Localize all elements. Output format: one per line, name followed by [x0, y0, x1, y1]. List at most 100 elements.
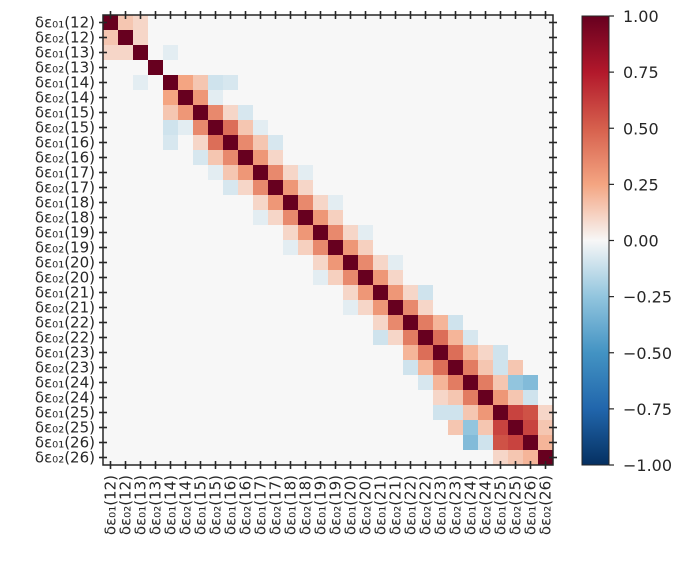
heatmap-cell	[103, 135, 119, 151]
heatmap-cell	[133, 180, 149, 196]
heatmap-cell	[523, 120, 539, 136]
heatmap-cell	[118, 45, 134, 61]
heatmap-cell	[448, 240, 464, 256]
heatmap-cell	[223, 345, 239, 361]
heatmap-cell	[298, 30, 314, 46]
heatmap-cell	[523, 240, 539, 256]
heatmap-cell	[313, 285, 329, 301]
heatmap-cell	[373, 240, 389, 256]
y-tick-label: δε₀₁(22)	[35, 314, 95, 332]
heatmap-cell	[373, 135, 389, 151]
heatmap-cell	[358, 15, 374, 31]
heatmap-cell	[343, 210, 359, 226]
heatmap-cell	[103, 345, 119, 361]
heatmap-cell	[313, 180, 329, 196]
heatmap-cell	[418, 255, 434, 271]
heatmap-cell	[313, 255, 329, 271]
heatmap-cell	[283, 90, 299, 106]
heatmap-cell	[388, 435, 404, 451]
y-tick-labels: δε₀₁(12)δε₀₂(12)δε₀₁(13)δε₀₂(13)δε₀₁(14)…	[35, 14, 95, 467]
heatmap-cell	[523, 435, 539, 451]
heatmap-cell	[493, 285, 509, 301]
heatmap-cell	[403, 195, 419, 211]
heatmap-cell	[148, 405, 164, 421]
heatmap-cell	[508, 285, 524, 301]
heatmap-cell	[178, 450, 194, 466]
heatmap-cell	[103, 315, 119, 331]
heatmap-cell	[343, 435, 359, 451]
heatmap-cell	[238, 210, 254, 226]
heatmap-cell	[133, 240, 149, 256]
heatmap-cell	[313, 60, 329, 76]
heatmap-cell	[163, 105, 179, 121]
heatmap-cell	[163, 300, 179, 316]
heatmap-cell	[208, 90, 224, 106]
y-tick-label: δε₀₁(19)	[35, 224, 95, 242]
heatmap-cell	[283, 420, 299, 436]
heatmap-cell	[298, 390, 314, 406]
heatmap-cell	[163, 405, 179, 421]
heatmap-cell	[298, 345, 314, 361]
heatmap-cell	[193, 75, 209, 91]
heatmap-cell	[373, 330, 389, 346]
heatmap-cell	[283, 270, 299, 286]
heatmap-cell	[148, 225, 164, 241]
heatmap-cell	[313, 270, 329, 286]
heatmap-cell	[433, 210, 449, 226]
heatmap-cell	[223, 30, 239, 46]
heatmap-cell	[343, 375, 359, 391]
heatmap-cell	[358, 450, 374, 466]
heatmap-cell	[163, 120, 179, 136]
heatmap-cell	[433, 345, 449, 361]
heatmap-cell	[328, 315, 344, 331]
heatmap-cell	[133, 360, 149, 376]
heatmap-cell	[283, 375, 299, 391]
heatmap-cell	[193, 450, 209, 466]
heatmap-cell	[148, 165, 164, 181]
heatmap-cell	[208, 165, 224, 181]
heatmap-cell	[373, 180, 389, 196]
heatmap-cell	[253, 60, 269, 76]
heatmap-cell	[418, 120, 434, 136]
heatmap-cell	[508, 420, 524, 436]
heatmap-cell	[208, 450, 224, 466]
heatmap-cell	[493, 270, 509, 286]
heatmap-cell	[493, 375, 509, 391]
heatmap-cell	[103, 210, 119, 226]
heatmap-cell	[328, 135, 344, 151]
heatmap-cell	[463, 15, 479, 31]
heatmap-cell	[238, 450, 254, 466]
heatmap-cell	[313, 300, 329, 316]
colorbar-tick-label: 0.50	[623, 119, 659, 138]
heatmap-cell	[193, 225, 209, 241]
heatmap-cell	[313, 105, 329, 121]
heatmap-cell	[118, 270, 134, 286]
heatmap-cell	[133, 270, 149, 286]
heatmap-cell	[448, 45, 464, 61]
heatmap-cell	[283, 345, 299, 361]
heatmap-cell	[283, 225, 299, 241]
heatmap-cell	[133, 210, 149, 226]
heatmap-cell	[523, 315, 539, 331]
heatmap-cell	[193, 30, 209, 46]
heatmap-cell	[433, 135, 449, 151]
heatmap-cell	[388, 330, 404, 346]
heatmap-cell	[328, 45, 344, 61]
heatmap-cell	[508, 390, 524, 406]
heatmap-cell	[418, 405, 434, 421]
heatmap-cell	[478, 405, 494, 421]
heatmap-cell	[358, 105, 374, 121]
heatmap-cell	[433, 405, 449, 421]
heatmap-cell	[538, 105, 554, 121]
heatmap-cell	[133, 375, 149, 391]
heatmap-cell	[238, 285, 254, 301]
heatmap-cell	[328, 360, 344, 376]
heatmap-cell	[418, 15, 434, 31]
heatmap-cell	[448, 90, 464, 106]
heatmap-cell	[493, 135, 509, 151]
heatmap-cell	[223, 315, 239, 331]
heatmap-cell	[223, 270, 239, 286]
heatmap-cell	[463, 30, 479, 46]
heatmap-cell	[388, 420, 404, 436]
colorbar-ticks: 1.00 0.75 0.50 0.25 0.00 −0.25 −0.50 −0.75 −1.00	[609, 7, 672, 475]
